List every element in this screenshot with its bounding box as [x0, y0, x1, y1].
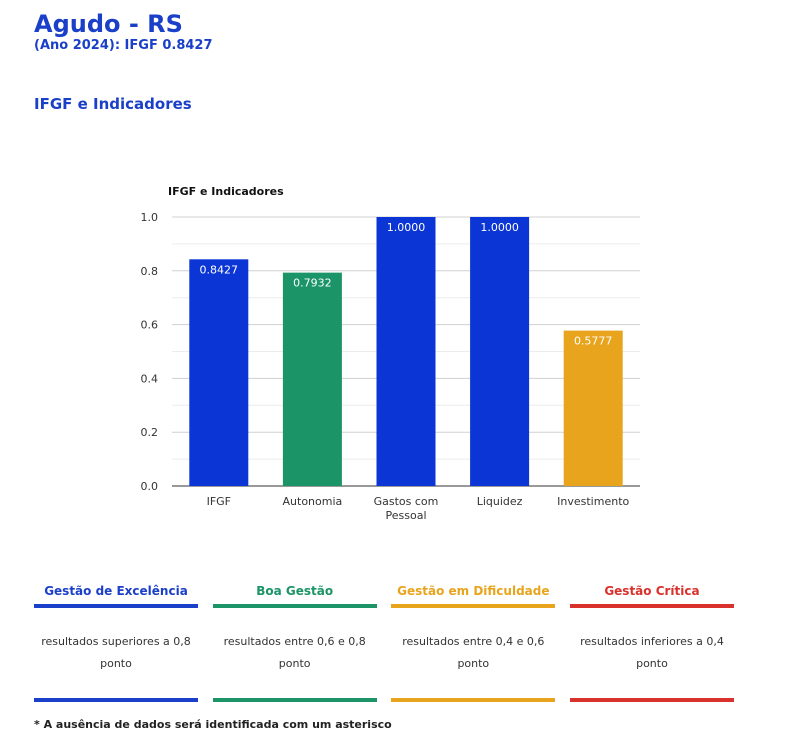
legend-bottom-bar: [391, 698, 556, 702]
x-tick-label: IFGF: [207, 495, 231, 508]
legend-top-bar: [391, 604, 556, 608]
x-tick-label: Autonomia: [283, 495, 343, 508]
y-tick-label: 0.4: [141, 372, 159, 385]
bar-ifgf: [189, 259, 249, 486]
bar-gastos-com-pessoal: [376, 217, 436, 486]
section-title: IFGF e Indicadores: [34, 95, 192, 113]
legend-title: Gestão Crítica: [604, 584, 700, 598]
data-label: 0.7932: [293, 277, 332, 290]
data-label: 0.5777: [574, 335, 613, 348]
legend-title: Boa Gestão: [256, 584, 334, 598]
x-tick-label: Pessoal: [386, 509, 427, 522]
y-tick-label: 0.2: [141, 426, 159, 439]
legend-top-bar: [569, 604, 734, 608]
bar-liquidez: [470, 217, 530, 486]
legend-title: Gestão de Excelência: [44, 584, 188, 598]
data-label: 0.8427: [200, 263, 239, 276]
legend-col-dificuldade: Gestão em Dificuldade resultados entre 0…: [391, 578, 556, 702]
legend: Gestão de Excelência resultados superior…: [34, 578, 734, 702]
x-tick-label: Investimento: [557, 495, 629, 508]
legend-desc: resultados entre 0,6 e 0,8 ponto: [223, 635, 366, 670]
footnote: * A ausência de dados será identificada …: [34, 718, 392, 731]
x-tick-label: Liquidez: [477, 495, 523, 508]
header: Agudo - RS (Ano 2024): IFGF 0.8427: [34, 10, 213, 54]
ifgf-subtitle: (Ano 2024): IFGF 0.8427: [34, 38, 213, 53]
legend-desc: resultados superiores a 0,8 ponto: [41, 635, 191, 670]
legend-bottom-bar: [34, 698, 198, 702]
y-tick-label: 0.8: [141, 265, 159, 278]
y-tick-label: 0.6: [141, 319, 159, 332]
bar-chart: IFGF e Indicadores 0.0 0.2 0.4 0.6 0.8 1.0 0.84…: [141, 185, 640, 522]
legend-col-boa: Boa Gestão resultados entre 0,6 e 0,8 po…: [212, 578, 377, 702]
data-label: 1.0000: [480, 221, 519, 234]
legend-bottom-bar: [212, 698, 377, 702]
y-tick-label: 0.0: [141, 480, 159, 493]
legend-top-bar: [212, 604, 377, 608]
legend-col-critica: Gestão Crítica resultados inferiores a 0…: [569, 578, 734, 702]
legend-bottom-bar: [569, 698, 734, 702]
x-tick-label: Gastos com: [374, 495, 439, 508]
city-title: Agudo - RS: [34, 10, 183, 38]
legend-desc: resultados inferiores a 0,4 ponto: [580, 635, 724, 670]
legend-title: Gestão em Dificuldade: [397, 584, 550, 598]
data-label: 1.0000: [387, 221, 426, 234]
legend-desc: resultados entre 0,4 e 0,6 ponto: [402, 635, 545, 670]
bar-investimento: [563, 330, 623, 486]
bar-autonomia: [282, 272, 342, 486]
legend-col-excelencia: Gestão de Excelência resultados superior…: [34, 578, 198, 702]
y-tick-label: 1.0: [141, 211, 159, 224]
legend-top-bar: [34, 604, 198, 608]
chart-title: IFGF e Indicadores: [168, 185, 284, 198]
